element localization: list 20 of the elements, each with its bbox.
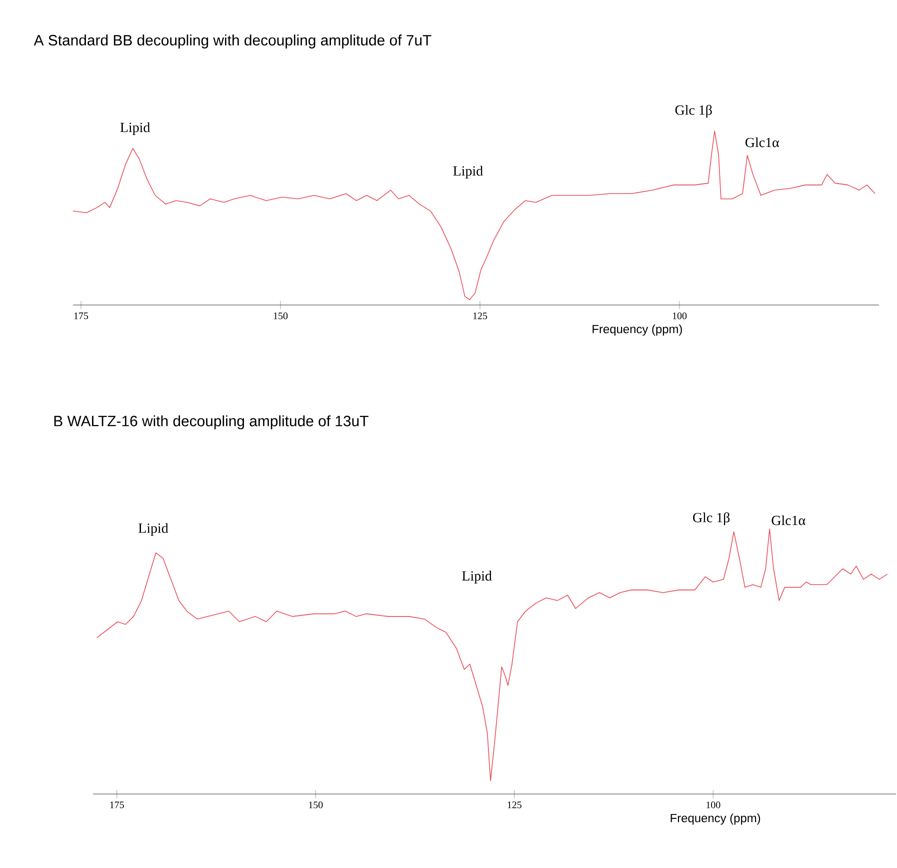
x-axis-title: Frequency (ppm) <box>592 324 682 336</box>
x-tick-label: 100 <box>706 802 720 808</box>
text: Glc 1β <box>675 104 712 118</box>
text: Glc 1β <box>693 512 730 526</box>
chart-title: B WALTZ-16 with decoupling amplitude of 13uT <box>54 415 368 430</box>
text: Glc1α <box>772 515 806 526</box>
annotation: Lipid <box>120 122 150 136</box>
x-tick-label: 125 <box>473 312 488 320</box>
annotation: Lipid <box>462 570 492 584</box>
x-tick-label: 100 <box>672 312 687 320</box>
x-tick-label: 125 <box>508 802 522 808</box>
chart-title: A Standard BB decoupling with decoupling amplitude of 7uT <box>34 34 432 48</box>
x-tick-label: 150 <box>309 802 323 808</box>
x-tick-label: 175 <box>74 312 88 320</box>
x-axis-title: Frequency (ppm) <box>670 814 760 825</box>
x-tick-label: 175 <box>110 802 124 808</box>
annotation: Glc1α <box>745 137 780 148</box>
x-tick-label: 150 <box>274 312 288 320</box>
annotation: Lipid <box>453 166 483 179</box>
annotation: Lipid <box>138 523 168 536</box>
